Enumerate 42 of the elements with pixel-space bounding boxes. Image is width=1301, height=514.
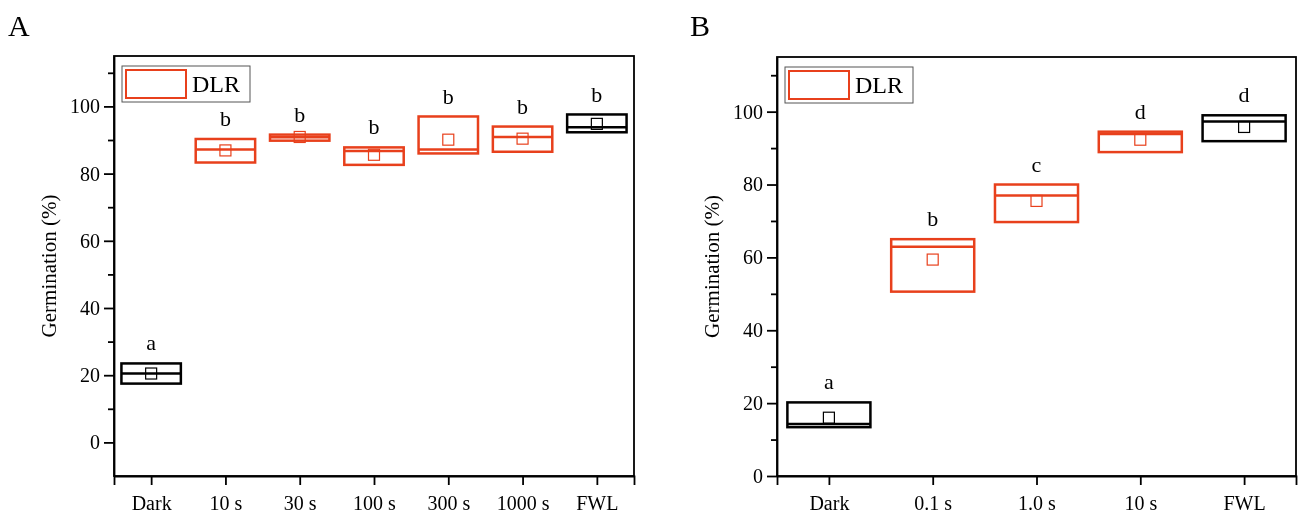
y-tick-label: 40: [743, 319, 763, 342]
chart-title: B: [690, 9, 711, 42]
annotation: a: [824, 369, 835, 395]
annotation: b: [927, 206, 939, 232]
annotation: c: [1031, 151, 1042, 177]
annotation: b: [517, 93, 529, 119]
y-axis-title: Germination (%): [700, 195, 724, 338]
annotation: b: [219, 106, 231, 132]
y-tick-label: 80: [743, 173, 763, 196]
y-tick-label: 40: [80, 296, 100, 319]
chart-title: A: [8, 9, 30, 42]
x-tick-label: FWL: [1223, 492, 1266, 514]
annotation: b: [294, 101, 306, 127]
annotation: a: [146, 330, 157, 356]
x-tick-label: Dark: [809, 492, 850, 514]
y-tick-label: 100: [70, 95, 100, 118]
x-tick-label: 10 s: [1124, 492, 1158, 514]
y-axis-title: Germination (%): [37, 194, 61, 338]
x-tick-label: FWL: [576, 492, 619, 514]
x-tick-label: 300 s: [427, 492, 471, 514]
x-tick-label: 30 s: [283, 492, 317, 514]
x-tick-label: 1.0 s: [1018, 492, 1057, 514]
y-tick-label: 60: [80, 229, 100, 252]
legend-label: DLR: [855, 72, 903, 98]
annotation: b: [442, 83, 454, 109]
y-tick-label: 100: [733, 100, 763, 123]
annotation: d: [1238, 82, 1250, 108]
x-tick-label: Dark: [131, 492, 172, 514]
annotation: d: [1134, 98, 1146, 124]
y-tick-label: 0: [90, 431, 100, 454]
legend-label: DLR: [192, 71, 240, 97]
y-tick-label: 20: [80, 364, 100, 387]
y-tick-label: 80: [80, 162, 100, 185]
y-tick-label: 60: [743, 246, 763, 269]
x-tick-label: 0.1 s: [914, 492, 953, 514]
x-tick-label: 10 s: [209, 492, 243, 514]
y-tick-label: 20: [743, 392, 763, 415]
annotation: b: [591, 81, 603, 107]
annotation: b: [368, 114, 380, 140]
y-tick-label: 0: [753, 464, 763, 487]
x-tick-label: 1000 s: [496, 492, 550, 514]
x-tick-label: 100 s: [353, 492, 397, 514]
